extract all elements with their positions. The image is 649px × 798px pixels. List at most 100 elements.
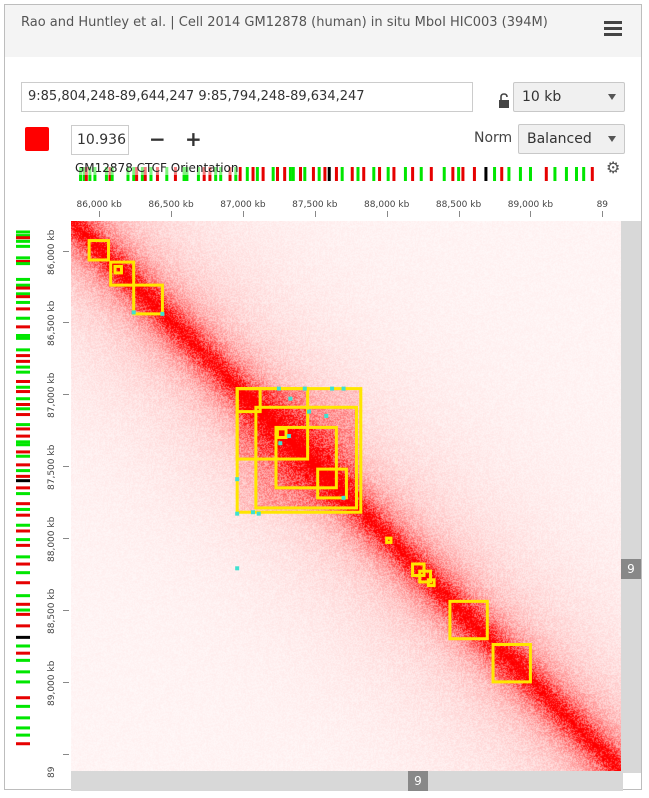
ctcf-motif-mark — [16, 624, 30, 628]
ctcf-motif-mark — [16, 696, 30, 700]
domain-box[interactable] — [87, 239, 111, 262]
contact-map[interactable] — [71, 221, 623, 773]
loop-anchor-mark[interactable] — [302, 386, 307, 391]
color-scale-max-input[interactable]: 10.936 — [71, 125, 129, 155]
domain-box[interactable] — [235, 387, 363, 514]
domain-box[interactable] — [109, 260, 136, 287]
ruler-tick-label: 86,000 kb — [76, 200, 122, 210]
ctcf-motif-mark — [16, 523, 30, 527]
gear-icon[interactable]: ⚙ — [606, 158, 621, 177]
locus-input[interactable]: 9:85,804,248-89,644,247 9:85,794,248-89,… — [21, 82, 473, 112]
ctcf-motif-mark — [16, 454, 30, 458]
loop-anchor-mark[interactable] — [276, 386, 281, 391]
ruler-tick — [63, 753, 69, 755]
ctcf-motif-mark — [16, 733, 30, 737]
ctcf-motif-mark — [16, 581, 30, 585]
ctcf-motif-mark — [386, 167, 390, 181]
ruler-tick-label: 89,000 kb — [47, 660, 57, 706]
domain-box[interactable] — [426, 578, 436, 588]
ruler-tick — [314, 211, 316, 217]
resolution-select[interactable]: 10 kb — [513, 82, 625, 112]
domain-box[interactable] — [448, 599, 489, 641]
ctcf-motif-mark — [16, 423, 30, 427]
domain-box[interactable] — [491, 642, 532, 684]
ruler-tick-label: 87,500 kb — [47, 444, 57, 491]
loop-anchor-mark[interactable] — [286, 434, 291, 439]
loop-anchor-mark[interactable] — [307, 409, 312, 414]
ruler-tick-label: 88,500 kb — [47, 588, 57, 634]
ctcf-motif-mark — [16, 244, 30, 248]
normalization-select[interactable]: Balanced — [518, 124, 625, 154]
ctcf-motif-mark — [16, 333, 30, 337]
domain-box[interactable] — [275, 427, 288, 439]
loop-anchor-mark[interactable] — [250, 510, 255, 515]
ruler-tick-label: 88,000 kb — [47, 516, 57, 563]
resolution-value: 10 kb — [522, 89, 562, 105]
hamburger-menu-icon[interactable] — [604, 21, 622, 37]
color-scale-swatch[interactable] — [25, 127, 49, 151]
decrease-button[interactable]: − — [149, 127, 166, 151]
horizontal-scroll-thumb[interactable]: 9 — [408, 771, 428, 791]
ctcf-motif-mark — [327, 167, 331, 181]
ctcf-motif-mark — [245, 167, 249, 181]
ctcf-motif-mark — [251, 167, 255, 181]
ctcf-motif-mark — [238, 167, 242, 181]
loop-anchor-mark[interactable] — [341, 386, 346, 391]
domain-box[interactable] — [418, 569, 433, 584]
ctcf-motif-mark — [16, 644, 30, 648]
ruler-tick-label: 89,000 kb — [507, 200, 554, 210]
ctcf-motif-mark — [16, 286, 30, 290]
ruler-tick-label: 87,500 kb — [292, 200, 338, 210]
vertical-scroll-thumb[interactable]: 9 — [621, 559, 641, 579]
chevron-down-icon — [608, 136, 616, 142]
loop-anchor-mark[interactable] — [131, 310, 136, 315]
ctcf-motif-mark — [16, 450, 30, 454]
ctcf-motif-mark — [16, 492, 30, 496]
ctcf-motif-mark — [16, 256, 30, 260]
domain-box[interactable] — [274, 425, 338, 490]
ctcf-motif-mark — [16, 562, 30, 566]
loop-anchor-mark[interactable] — [160, 311, 165, 316]
loop-anchor-mark[interactable] — [235, 477, 240, 482]
ctcf-motif-mark — [16, 234, 30, 238]
ruler-tick — [63, 609, 69, 611]
unlocked-icon[interactable] — [497, 93, 511, 109]
domain-box[interactable] — [254, 405, 358, 510]
loop-anchor-mark[interactable] — [235, 511, 240, 516]
ctcf-motif-mark — [16, 474, 30, 478]
ctcf-motif-mark — [16, 434, 30, 438]
ruler-tick — [530, 211, 532, 217]
ctcf-motif-mark — [16, 635, 30, 639]
ctcf-motif-mark — [564, 167, 568, 181]
loop-anchor-mark[interactable] — [278, 441, 283, 446]
vertical-scrollbar[interactable] — [621, 221, 641, 773]
ctcf-motif-mark — [16, 259, 30, 263]
ctcf-motif-mark — [311, 167, 315, 181]
ctcf-motif-mark — [16, 513, 30, 517]
domain-box[interactable] — [316, 467, 348, 500]
increase-button[interactable]: + — [185, 127, 202, 151]
loop-anchor-mark[interactable] — [288, 396, 293, 401]
ctcf-motif-mark — [500, 167, 504, 181]
ctcf-motif-mark — [16, 602, 30, 606]
ctcf-track-vertical — [16, 230, 30, 746]
domain-box[interactable] — [113, 264, 123, 275]
ctcf-motif-mark — [16, 316, 30, 320]
ruler-tick — [242, 211, 244, 217]
ctcf-motif-mark — [303, 167, 307, 181]
horizontal-scrollbar[interactable] — [71, 771, 623, 791]
domain-box[interactable] — [385, 536, 393, 544]
loop-anchor-mark[interactable] — [256, 511, 261, 516]
ctcf-motif-mark — [484, 167, 488, 181]
norm-label: Norm — [474, 130, 513, 146]
ctcf-motif-mark — [255, 167, 259, 181]
loop-anchor-mark[interactable] — [324, 413, 329, 418]
loop-anchor-mark[interactable] — [235, 566, 240, 571]
domain-box[interactable] — [132, 283, 164, 316]
loop-anchor-mark[interactable] — [330, 386, 335, 391]
ctcf-motif-mark — [16, 300, 30, 304]
domain-box[interactable] — [235, 387, 310, 461]
ctcf-motif-mark — [16, 670, 30, 674]
domain-annotations — [87, 239, 532, 684]
loop-anchor-mark[interactable] — [341, 495, 346, 500]
